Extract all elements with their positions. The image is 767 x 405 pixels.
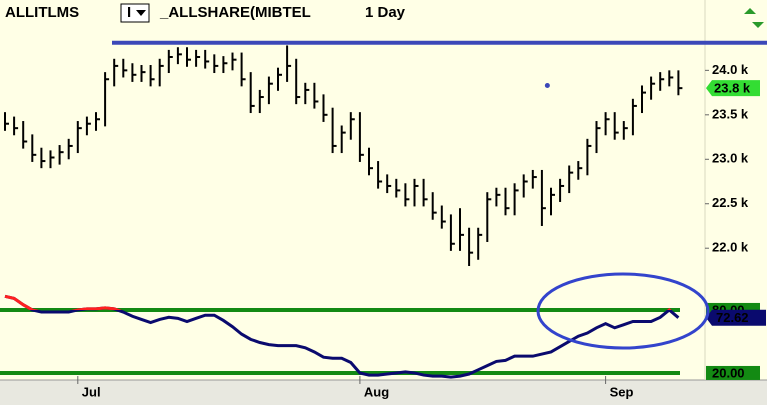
y-tick-label: 22.5 k [712,195,749,210]
last-value-box [706,309,766,326]
last-value-label: 23.8 k [714,81,751,96]
x-tick-label: Jul [82,384,101,399]
annotation-dot [544,82,550,88]
menu-button-label[interactable]: I [127,4,131,21]
x-tick-label: Aug [364,384,389,399]
plot-background [0,0,767,380]
period: 1 Day [365,4,406,21]
y-tick-label: 23.0 k [712,151,749,166]
level-label-box [706,365,760,380]
menu-button[interactable] [120,3,150,23]
last-value-label: 72.62 [716,310,749,325]
x-axis-strip [0,380,767,405]
highlight-ellipse [536,272,710,350]
dropdown-arrow[interactable] [136,10,146,16]
plot: 24.0 k 23.5 k 23.0 k 22.5 k 22.0 k Jul Aug Sep 2… [0,40,767,399]
scroll-icon[interactable] [744,8,764,28]
up-arrow[interactable] [744,8,756,14]
y-tick-label: 23.5 k [712,106,749,121]
last-value-box [706,80,760,97]
y-tick-label: 22.0 k [712,240,749,255]
down-arrow[interactable] [752,22,764,28]
y-tick-label: 20.00 [712,365,745,380]
instrument: _ALLSHARE(MIBTEL [159,4,311,21]
x-tick-label: Sep [610,384,634,399]
symbol: ALLITLMS [5,4,79,21]
y-tick-label: 24.0 k [712,62,749,77]
